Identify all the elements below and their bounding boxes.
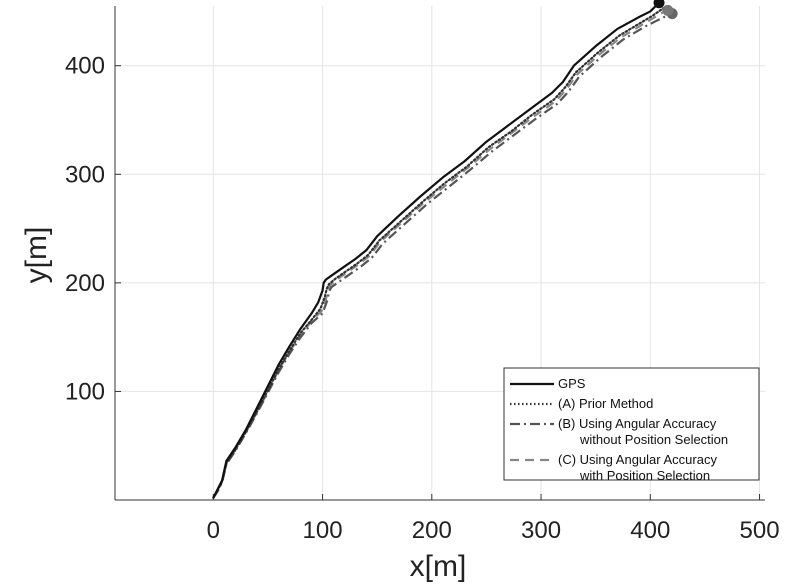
- x-tick-label: 500: [740, 517, 780, 544]
- legend-label: (A) Prior Method: [558, 396, 653, 411]
- x-tick-label: 200: [412, 517, 452, 544]
- endpoint-markers: [653, 0, 678, 20]
- y-tick-label: 200: [65, 270, 105, 297]
- series-line-dotted: [212, 7, 665, 499]
- legend-label: GPS: [558, 376, 586, 391]
- y-tick-label: 100: [65, 378, 105, 405]
- legend-label: (B) Using Angular Accuracy: [558, 416, 717, 431]
- legend-label: without Position Selection: [579, 432, 728, 447]
- endpoint-marker: [653, 0, 665, 9]
- y-axis-label: y[m]: [20, 227, 53, 284]
- series-line-dashdot: [212, 14, 668, 499]
- y-tick-label: 300: [65, 161, 105, 188]
- x-tick-label: 300: [521, 517, 561, 544]
- grid: [115, 6, 765, 500]
- x-tick-label: 100: [303, 517, 343, 544]
- y-tick-label: 400: [65, 53, 105, 80]
- endpoint-marker: [662, 4, 674, 16]
- tick-labels: 0 100 200 300 400 500 100 200 300 400: [65, 53, 780, 544]
- legend-box: [503, 367, 760, 481]
- legend-label: with Position Selection: [579, 468, 710, 483]
- legend: GPS (A) Prior Method (B) Using Angular Acc…: [503, 367, 760, 483]
- legend-label: (C) Using Angular Accuracy: [558, 452, 717, 467]
- series-lines: [212, 1, 668, 499]
- x-axis-label: x[m]: [410, 550, 467, 583]
- series-line-solid: [212, 1, 660, 499]
- x-tick-label: 0: [207, 517, 220, 544]
- x-tick-label: 400: [630, 517, 670, 544]
